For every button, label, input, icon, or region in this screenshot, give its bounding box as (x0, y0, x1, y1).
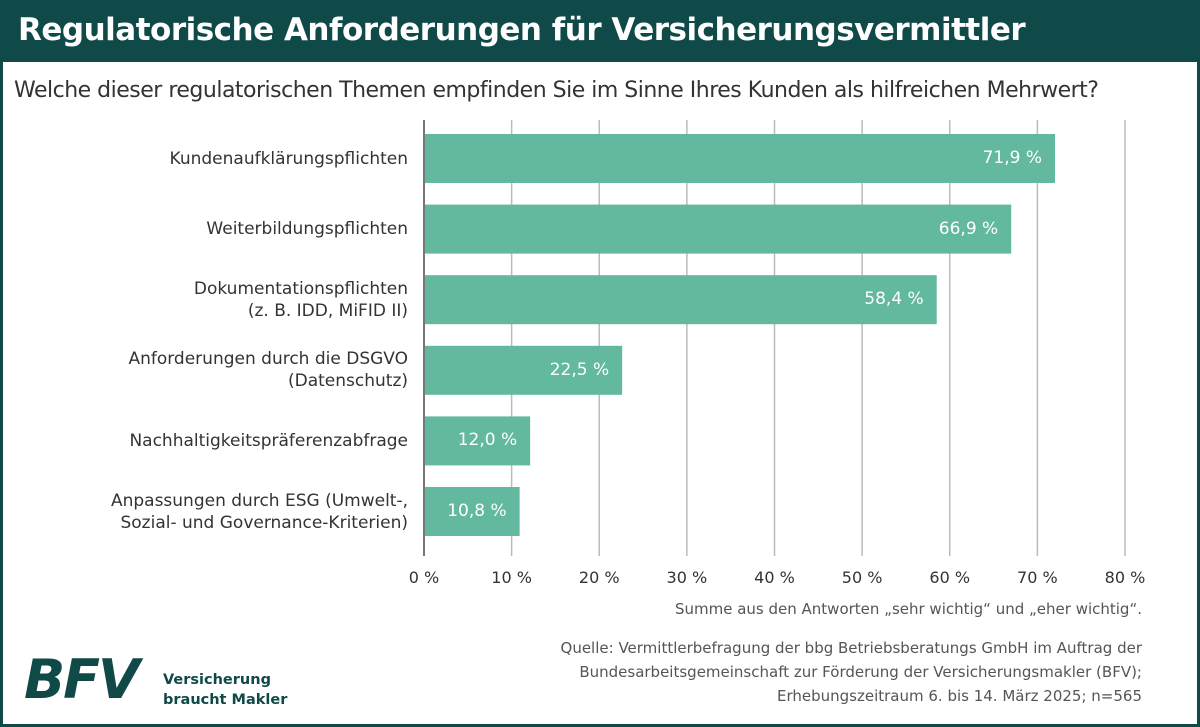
category-label: Anforderungen durch die DSGVO (Datenschut… (128, 348, 408, 392)
bar (425, 487, 520, 536)
x-tick-label: 60 % (929, 568, 971, 587)
bar (425, 275, 937, 325)
source-text: Quelle: Vermittlerbefragung der bbg Betr… (561, 636, 1142, 708)
logo-tagline: Versicherung braucht Makler (163, 670, 287, 710)
category-label-line: Dokumentationspflichten (193, 278, 408, 299)
data-label: 66,9 % (938, 218, 999, 239)
x-tick-label: 10 % (491, 568, 532, 587)
x-tick-label: 80 % (1104, 568, 1146, 587)
data-label: 71,9 % (982, 148, 1043, 168)
x-tick-label: 40 % (754, 568, 795, 587)
x-tick-label: 30 % (666, 568, 708, 587)
bar (425, 416, 531, 466)
category-label: Nachhaltigkeitspräferenzabfrage (129, 430, 408, 452)
tagline-line: braucht Makler (163, 692, 288, 708)
data-label: 22,5 % (549, 359, 610, 380)
category-label-line: Anforderungen durch die DSGVO (128, 349, 408, 370)
category-label-line: (Datenschutz) (287, 371, 408, 392)
bar (425, 345, 623, 395)
category-label-line: Anpassungen durch ESG (Umwelt-, (110, 490, 408, 511)
tagline-line: Versicherung (163, 672, 271, 688)
category-label-line: Nachhaltigkeitspräferenzabfrage (129, 430, 408, 451)
x-tick-label: 70 % (1017, 568, 1058, 587)
category-label-line: Weiterbildungspflichten (206, 219, 408, 240)
bfv-logo: BFV (24, 648, 140, 711)
source-line: Bundesarbeitsgemeinschaft zur Förderung … (579, 663, 1142, 681)
category-label: Weiterbildungspflichten (206, 218, 408, 240)
chart-title: Regulatorische Anforderungen für Versich… (0, 0, 1200, 62)
bar (425, 204, 1012, 254)
source-line: Erhebungszeitraum 6. bis 14. März 2025; … (776, 687, 1142, 705)
source-line: Quelle: Vermittlerbefragung der bbg Betr… (560, 639, 1142, 657)
category-label-line: Sozial- und Governance-Kriterien) (120, 512, 408, 533)
x-tick-label: 0 % (408, 568, 440, 587)
x-tick-label: 20 % (578, 568, 620, 587)
data-label: 58,4 % (864, 289, 924, 310)
category-label: Dokumentationspflichten (z. B. IDD, MiFID… (194, 278, 408, 322)
x-tick-label: 50 % (841, 568, 883, 587)
chart-note: Summe aus den Antworten „sehr wichtig“ u… (674, 600, 1142, 618)
data-label: 12,0 % (457, 430, 518, 451)
survey-question: Welche dieser regulatorischen Themen emp… (14, 78, 1099, 103)
category-label-line: Kundenaufklärungspflichten (169, 148, 408, 169)
category-label-line: (z. B. IDD, MiFID II) (247, 300, 408, 321)
data-label: 10,8 % (447, 501, 507, 521)
bar (425, 134, 1056, 183)
category-label: Anpassungen durch ESG (Umwelt-, Sozial- u… (111, 490, 408, 534)
category-label: Kundenaufklärungspflichten (170, 148, 408, 170)
